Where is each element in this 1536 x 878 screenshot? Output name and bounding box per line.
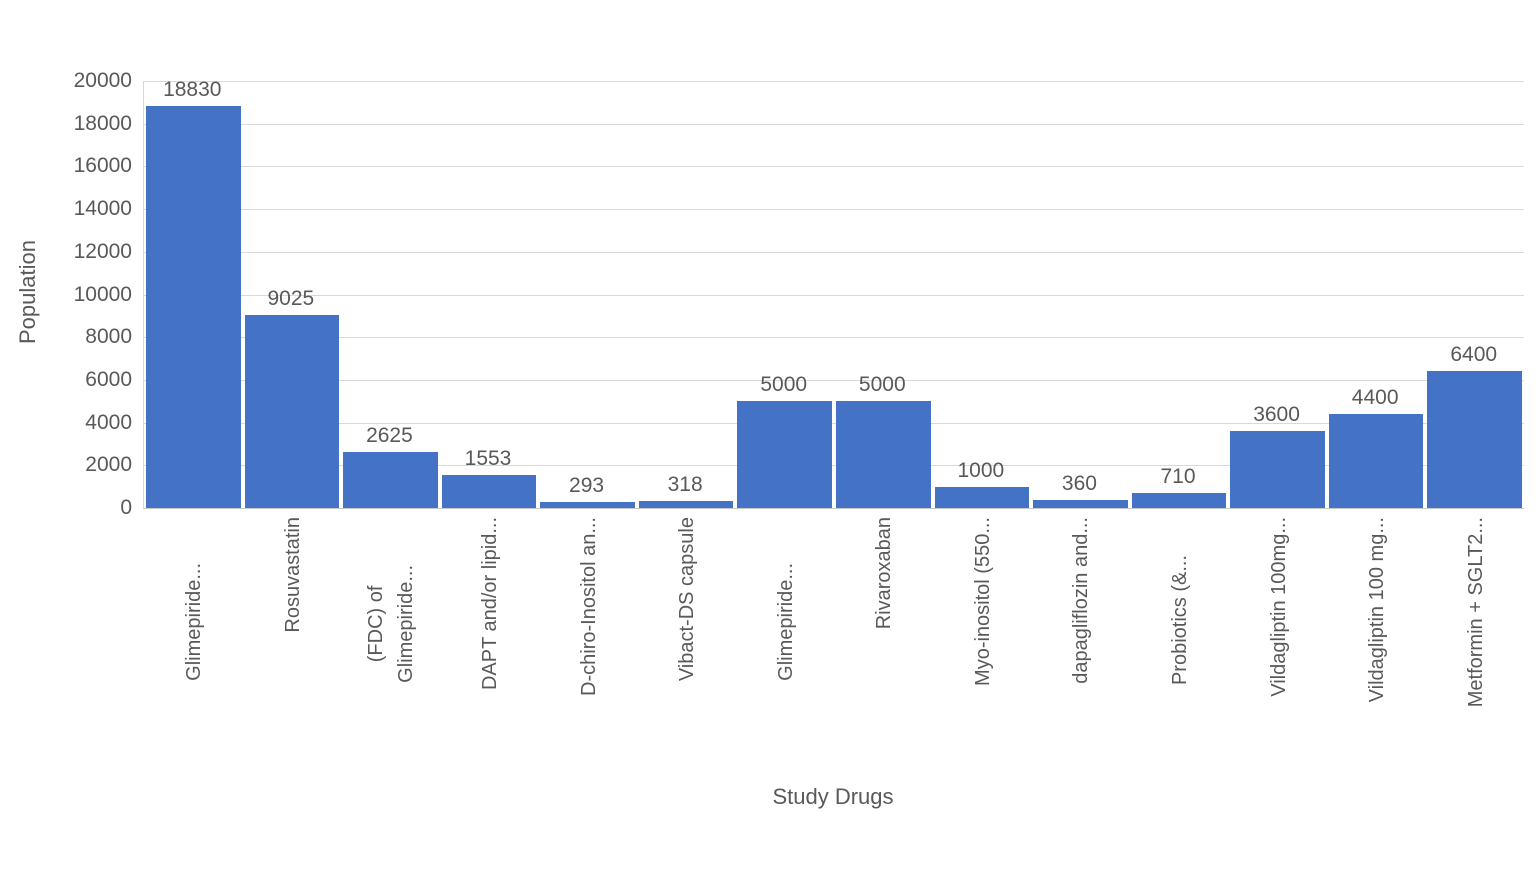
x-tick-label: Rivaroxaban (873, 517, 896, 630)
x-tick-label: Glimepiride... (774, 563, 797, 681)
y-tick-label: 16000 (73, 154, 132, 178)
bar (441, 474, 537, 508)
x-tick-label: Metformin + SGLT2... (1464, 517, 1487, 708)
bar-value-label: 318 (667, 473, 703, 497)
x-tick-label: Vildagliptin 100mg... (1267, 517, 1290, 697)
gridline (144, 422, 1524, 424)
bar (1427, 371, 1522, 508)
gridline (144, 465, 1524, 467)
y-tick-label: 12000 (73, 239, 132, 263)
gridline (144, 294, 1524, 296)
y-tick-label: 6000 (85, 367, 132, 391)
y-tick-label: 2000 (85, 453, 132, 477)
plot-area (143, 81, 1524, 509)
x-tick-label: (FDC) of Glimepiride... (365, 565, 418, 683)
y-axis-title: Population (15, 240, 40, 344)
gridline (144, 337, 1524, 339)
x-tick-label: Glimepiride... (183, 563, 206, 681)
y-tick-label: 8000 (85, 325, 132, 349)
x-tick-label: Vibact-DS capsule (676, 517, 699, 682)
bar (836, 401, 931, 508)
y-tick-label: 10000 (73, 282, 132, 306)
y-tick-label: 18000 (73, 111, 132, 135)
bar-value-label: 18830 (163, 77, 222, 101)
bar (638, 501, 734, 508)
bar-value-label: 9025 (267, 287, 315, 311)
y-tick-label: 0 (120, 496, 132, 519)
gridline (144, 209, 1524, 211)
bar (1328, 414, 1424, 508)
bar-value-label: 6400 (1450, 343, 1498, 367)
bar-value-label: 360 (1061, 472, 1097, 496)
bar-value-label: 5000 (858, 373, 906, 397)
bar-value-label: 710 (1160, 464, 1196, 488)
x-tick-label: DAPT and/or lipid... (479, 517, 501, 691)
bar (343, 451, 438, 508)
bar-value-label: 2625 (366, 423, 413, 447)
bar (1230, 431, 1325, 508)
bar-value-label: 3600 (1253, 403, 1300, 427)
bar-value-label: 1553 (464, 446, 512, 470)
bar-value-label: 1000 (957, 458, 1005, 482)
bar-value-label: 293 (569, 473, 605, 497)
x-tick-label: Myo-inositol (550... (971, 517, 994, 686)
bar-value-label: 5000 (760, 373, 808, 397)
gridline (144, 251, 1524, 253)
x-tick-label: Vildagliptin 100 mg... (1366, 517, 1389, 703)
bar (737, 401, 832, 508)
y-tick-label: 14000 (73, 197, 132, 221)
bar-value-label: 4400 (1351, 386, 1399, 410)
x-axis-title: Study Drugs (772, 784, 894, 809)
gridline (144, 379, 1524, 381)
gridline (144, 123, 1524, 125)
x-tick-label: dapagliflozin and... (1070, 517, 1093, 684)
y-tick-label: 20000 (73, 69, 132, 92)
x-tick-label: D-chiro-Inositol an... (577, 517, 600, 696)
gridline (144, 166, 1524, 168)
bar (934, 486, 1030, 508)
bar (146, 105, 241, 508)
gridline (144, 81, 1524, 82)
bar (1033, 500, 1128, 508)
bar (1131, 492, 1227, 508)
bar (540, 501, 635, 508)
x-tick-label: Probiotics (&... (1169, 555, 1191, 686)
y-tick-label: 4000 (85, 410, 132, 434)
x-tick-label: Rosuvastatin (281, 517, 304, 633)
bar (244, 315, 340, 508)
